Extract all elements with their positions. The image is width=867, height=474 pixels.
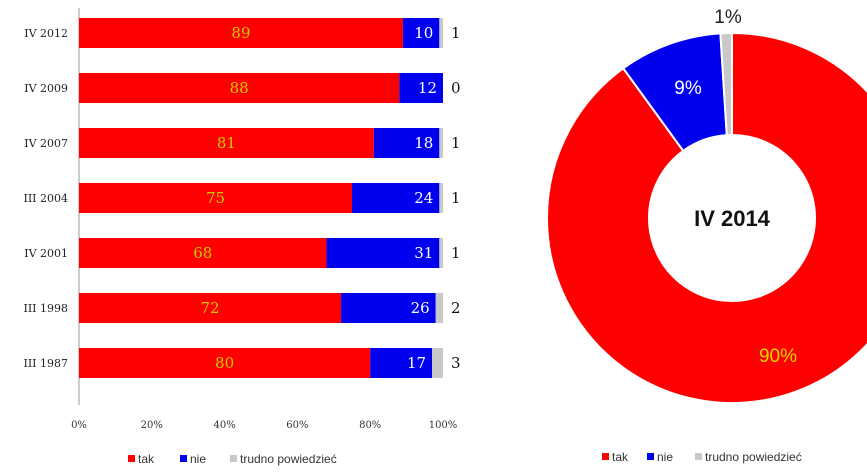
x-tick-label: 100%	[429, 420, 458, 431]
legend-label: nie	[190, 452, 206, 466]
data-label: 80	[215, 354, 234, 372]
data-label: 1	[451, 134, 461, 152]
category-label: III 1998	[23, 302, 68, 315]
legend-label: tak	[612, 450, 629, 464]
data-label: 88	[230, 79, 249, 97]
data-label: 81	[217, 134, 236, 152]
bar-segment-trudno-powiedzieć	[439, 238, 443, 268]
legend-label: tak	[138, 452, 155, 466]
donut-center-label: IV 2014	[694, 206, 771, 231]
data-label: 68	[193, 244, 212, 262]
legend-swatch	[647, 453, 654, 460]
data-label: 1	[451, 189, 461, 207]
data-label: 89	[231, 24, 250, 42]
data-label: 12	[418, 79, 437, 97]
data-label: 17	[407, 354, 426, 372]
legend-label: nie	[657, 450, 673, 464]
legend-swatch	[230, 455, 237, 462]
legend-swatch	[128, 455, 135, 462]
data-label: 24	[414, 189, 433, 207]
category-label: IV 2012	[24, 27, 68, 40]
data-label: 1	[451, 24, 461, 42]
donut-chart: 90% 9% 1% IV 2014 tak nie trudno powiedzieć	[547, 7, 867, 464]
bar-segment-trudno-powiedzieć	[439, 18, 443, 48]
x-tick-label: 0%	[71, 420, 87, 431]
data-label: 72	[200, 299, 219, 317]
stacked-bar-chart: IV 2012 89 10 1IV 2009 88 12 0IV 2007 81 18 1III …	[23, 8, 460, 466]
category-label: III 1987	[23, 357, 68, 370]
legend-swatch	[180, 455, 187, 462]
x-tick-label: 80%	[359, 420, 381, 431]
x-tick-label: 40%	[213, 420, 235, 431]
category-label: IV 2009	[24, 82, 68, 95]
category-label: IV 2001	[24, 247, 68, 260]
legend-swatch	[695, 453, 702, 460]
legend-swatch	[602, 453, 609, 460]
bar-segment-trudno-powiedzieć	[439, 128, 443, 158]
bar-segment-trudno-powiedzieć	[432, 348, 443, 378]
x-tick-label: 20%	[141, 420, 163, 431]
slice-label: 90%	[759, 346, 797, 367]
slice-label: 9%	[674, 78, 702, 99]
bar-segment-trudno-powiedzieć	[436, 293, 443, 323]
x-tick-label: 60%	[286, 420, 308, 431]
data-label: 1	[451, 244, 461, 262]
data-label: 75	[206, 189, 225, 207]
category-label: IV 2007	[24, 137, 68, 150]
legend-label: trudno powiedzieć	[705, 450, 802, 464]
slice-label: 1%	[714, 7, 742, 28]
data-label: 18	[414, 134, 433, 152]
data-label: 26	[411, 299, 430, 317]
bar-segment-trudno-powiedzieć	[439, 183, 443, 213]
data-label: 2	[451, 299, 461, 317]
legend-label: trudno powiedzieć	[240, 452, 337, 466]
category-label: III 2004	[23, 192, 68, 205]
data-label: 10	[414, 24, 433, 42]
data-label: 3	[451, 354, 461, 372]
data-label: 0	[451, 79, 461, 97]
data-label: 31	[414, 244, 433, 262]
